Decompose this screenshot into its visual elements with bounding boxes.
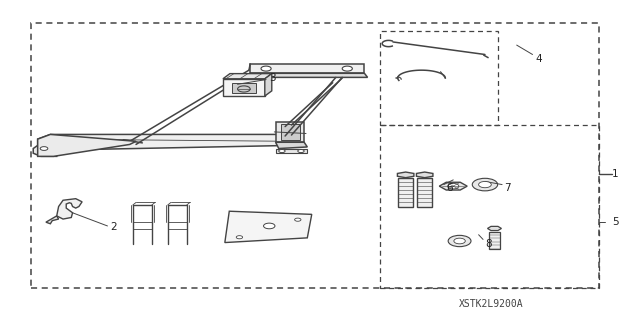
Polygon shape bbox=[38, 134, 136, 156]
Circle shape bbox=[454, 238, 465, 244]
Circle shape bbox=[448, 235, 471, 247]
Polygon shape bbox=[232, 83, 256, 93]
Text: 2: 2 bbox=[111, 222, 117, 232]
Polygon shape bbox=[276, 149, 307, 153]
Text: 8: 8 bbox=[485, 239, 492, 249]
Polygon shape bbox=[223, 79, 265, 96]
Polygon shape bbox=[223, 74, 272, 79]
Polygon shape bbox=[489, 232, 500, 249]
Polygon shape bbox=[57, 199, 82, 219]
Polygon shape bbox=[276, 142, 307, 149]
Polygon shape bbox=[488, 226, 502, 231]
Circle shape bbox=[279, 150, 285, 152]
Circle shape bbox=[298, 150, 304, 152]
Circle shape bbox=[472, 178, 498, 191]
Circle shape bbox=[294, 218, 301, 221]
Polygon shape bbox=[397, 172, 414, 178]
Circle shape bbox=[447, 183, 459, 189]
Polygon shape bbox=[281, 124, 300, 140]
Polygon shape bbox=[38, 134, 291, 150]
Polygon shape bbox=[33, 145, 57, 156]
Polygon shape bbox=[417, 172, 433, 178]
Text: 3: 3 bbox=[269, 73, 276, 83]
Polygon shape bbox=[250, 73, 367, 78]
Text: 4: 4 bbox=[536, 54, 542, 64]
Text: XSTK2L9200A: XSTK2L9200A bbox=[459, 299, 524, 309]
Polygon shape bbox=[265, 74, 272, 96]
Text: 6: 6 bbox=[447, 183, 453, 193]
Text: 7: 7 bbox=[504, 183, 511, 193]
Circle shape bbox=[264, 223, 275, 229]
Circle shape bbox=[342, 66, 353, 71]
Polygon shape bbox=[398, 178, 413, 206]
Text: 5: 5 bbox=[612, 217, 618, 227]
Polygon shape bbox=[417, 178, 432, 206]
Polygon shape bbox=[46, 216, 59, 224]
Text: 1: 1 bbox=[612, 169, 618, 179]
Circle shape bbox=[479, 182, 492, 188]
Polygon shape bbox=[439, 182, 467, 190]
Polygon shape bbox=[225, 211, 312, 242]
Polygon shape bbox=[250, 64, 364, 73]
Circle shape bbox=[236, 236, 243, 239]
Circle shape bbox=[40, 147, 48, 151]
Circle shape bbox=[261, 66, 271, 71]
Polygon shape bbox=[276, 122, 304, 142]
